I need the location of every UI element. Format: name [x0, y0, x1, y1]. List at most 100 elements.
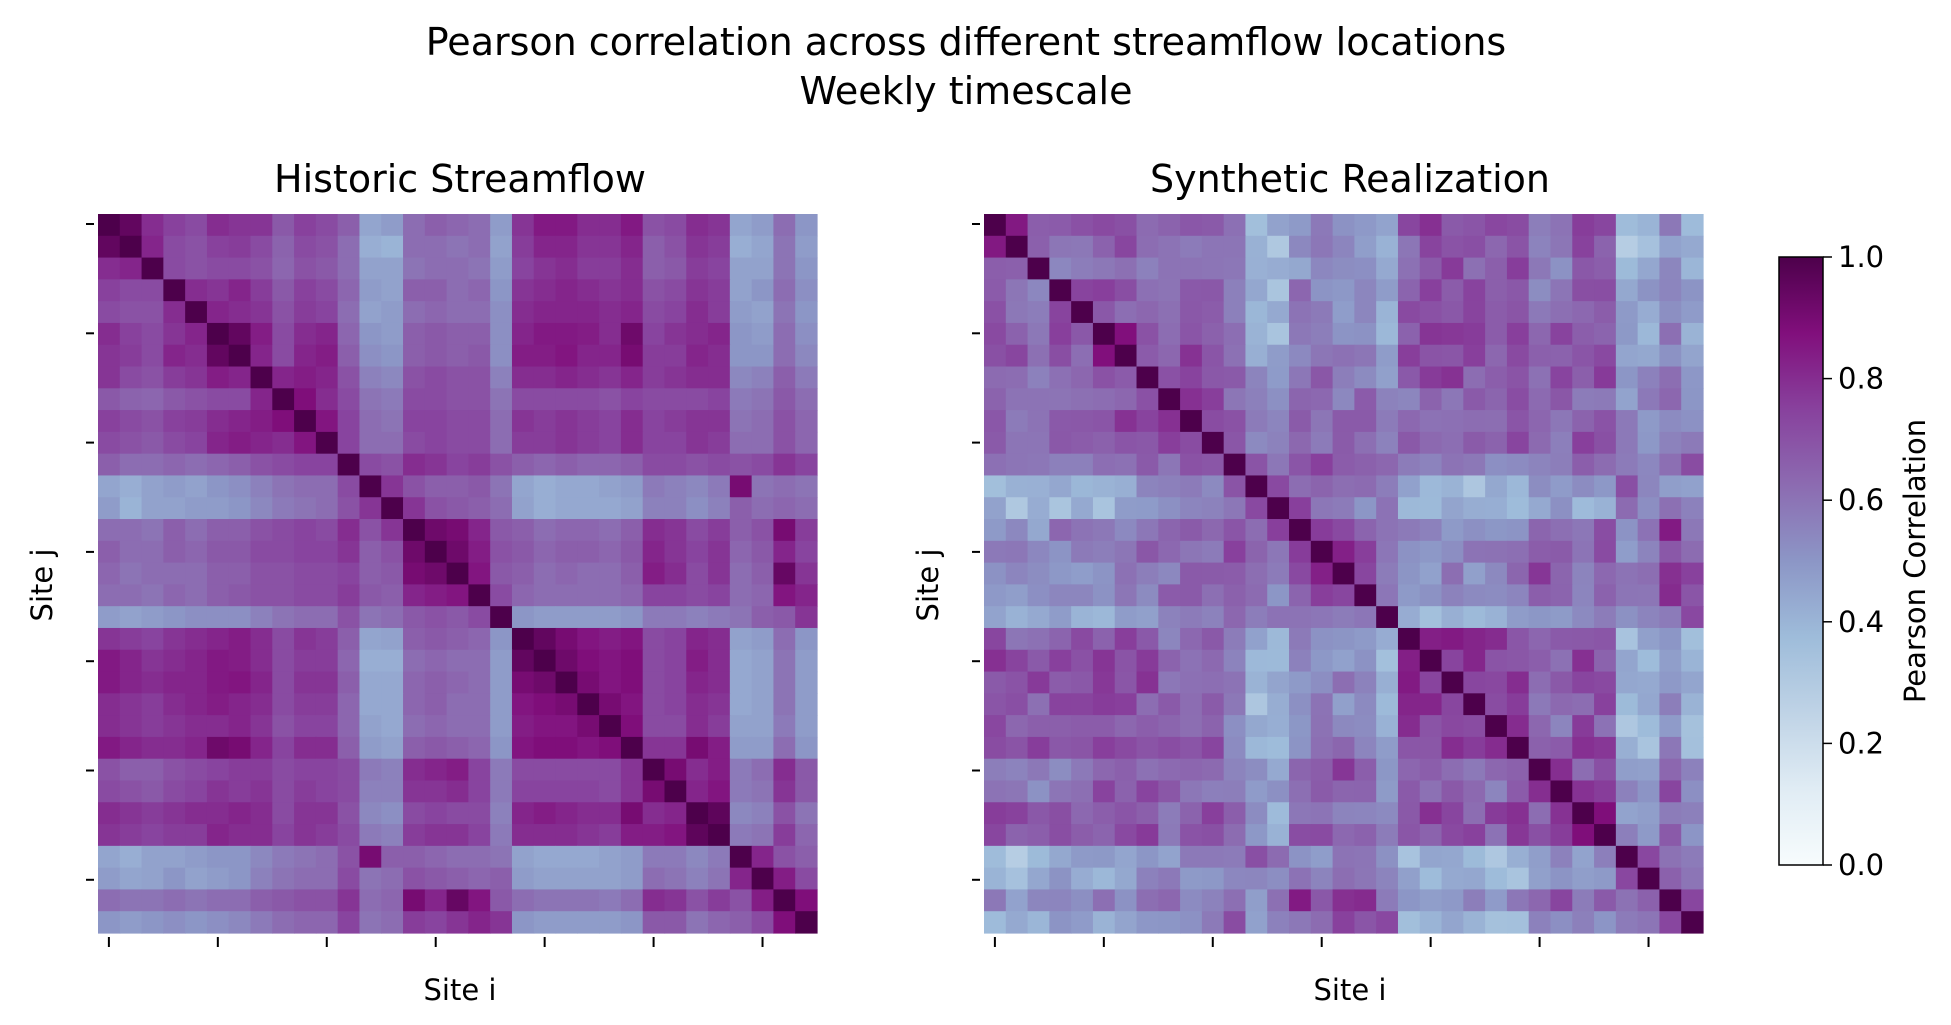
heatmap-cell [1506, 475, 1530, 498]
heatmap-cell [708, 388, 731, 411]
heatmap-cell [294, 279, 317, 302]
heatmap-cell [686, 758, 709, 782]
heatmap-cell [1223, 758, 1247, 782]
heatmap-cell [1332, 736, 1355, 760]
heatmap-cell [1659, 410, 1682, 433]
heatmap-cell [1005, 824, 1029, 847]
heatmap-cell [773, 715, 796, 738]
heatmap-cell [511, 475, 535, 498]
heatmap-cell [664, 627, 687, 651]
heatmap-cell [403, 824, 426, 847]
heatmap-cell [511, 758, 535, 782]
heatmap-cell [98, 758, 121, 782]
heatmap-cell [1223, 780, 1247, 803]
heatmap-cell [163, 257, 186, 280]
heatmap-cell [119, 845, 143, 869]
heatmap-cell [1572, 301, 1595, 324]
heatmap-cell [185, 431, 208, 455]
heatmap-cell [1572, 257, 1595, 280]
heatmap-cell [1332, 845, 1355, 869]
heatmap-cell [642, 301, 666, 324]
heatmap-cell [795, 410, 818, 433]
heatmap-cell [708, 257, 731, 280]
heatmap-cell [294, 824, 317, 847]
heatmap-cell [490, 671, 513, 694]
heatmap-cell [272, 627, 295, 651]
heatmap-cell [315, 235, 339, 259]
heatmap-cell [1463, 519, 1486, 542]
heatmap-cell [1397, 889, 1421, 912]
heatmap-cell [1027, 584, 1050, 607]
heatmap-cell [1005, 758, 1029, 782]
heatmap-cell [1615, 475, 1639, 498]
colorbar-tick-label: 0.0 [1838, 848, 1884, 882]
heatmap-cell [1550, 671, 1573, 694]
heatmap-cell [1201, 475, 1225, 498]
heatmap-cell [1681, 606, 1704, 629]
heatmap-cell [1180, 301, 1203, 324]
heatmap-cell [1463, 627, 1486, 651]
heatmap-cell [1201, 606, 1225, 629]
heatmap-cell [1114, 257, 1138, 280]
heatmap-cell [729, 497, 753, 520]
heatmap-cell [795, 214, 818, 237]
heatmap-cell [163, 693, 186, 716]
heatmap-cell [1027, 431, 1050, 455]
heatmap-cell [1572, 431, 1595, 455]
heatmap-cell [424, 845, 448, 869]
heatmap-cell [1049, 410, 1072, 433]
heatmap-cell [1201, 453, 1225, 477]
heatmap-cell [250, 845, 273, 869]
heatmap-cell [294, 649, 317, 673]
heatmap-cell [1506, 584, 1530, 607]
heatmap-cell [98, 431, 121, 455]
heatmap-cell [1245, 824, 1268, 847]
heatmap-cell [1441, 889, 1464, 912]
heatmap-cell [424, 257, 448, 280]
heatmap-cell [511, 802, 535, 825]
heatmap-cell [337, 584, 361, 607]
heatmap-cell [1528, 889, 1552, 912]
heatmap-cell [468, 889, 491, 912]
heatmap-cell [446, 911, 469, 934]
heatmap-cell [1354, 301, 1377, 324]
heatmap-cell [1681, 519, 1704, 542]
heatmap-cell [1027, 214, 1050, 237]
heatmap-cell [337, 802, 361, 825]
heatmap-cell [1310, 279, 1334, 302]
heatmap-cell [1136, 715, 1159, 738]
figure-title: Pearson correlation across different str… [426, 20, 1506, 64]
heatmap-cell [228, 736, 252, 760]
heatmap-cell [1463, 235, 1486, 259]
heatmap-cell [490, 911, 513, 934]
heatmap-cell [1136, 322, 1159, 346]
heatmap-cell [1441, 519, 1464, 542]
heatmap-cell [1071, 301, 1094, 324]
heatmap-cell [250, 867, 273, 891]
heatmap-cell [1594, 606, 1617, 629]
heatmap-cell [1245, 344, 1268, 368]
heatmap-cell [1681, 693, 1704, 716]
heatmap-cell [642, 344, 666, 368]
heatmap-cell [1463, 911, 1486, 934]
heatmap-cell [1245, 606, 1268, 629]
colorbar-tick-label: 0.8 [1838, 362, 1884, 396]
heatmap-cell [1659, 453, 1682, 477]
heatmap-cell [533, 627, 557, 651]
heatmap-cell [1114, 431, 1138, 455]
heatmap-cell [206, 562, 230, 585]
heatmap-cell [272, 649, 295, 673]
heatmap-cell [555, 824, 578, 847]
heatmap-cell [185, 344, 208, 368]
heatmap-cell [1376, 867, 1399, 891]
heatmap-cell [642, 736, 666, 760]
heatmap-cell [1463, 257, 1486, 280]
heatmap-cell [751, 693, 775, 716]
heatmap-cell [1332, 344, 1355, 368]
heatmap-cell [1158, 497, 1181, 520]
heatmap-cell [1506, 431, 1530, 455]
heatmap-cell [1615, 649, 1639, 673]
heatmap-cell [729, 540, 753, 564]
heatmap-cell [490, 736, 513, 760]
heatmap-cell [403, 758, 426, 782]
